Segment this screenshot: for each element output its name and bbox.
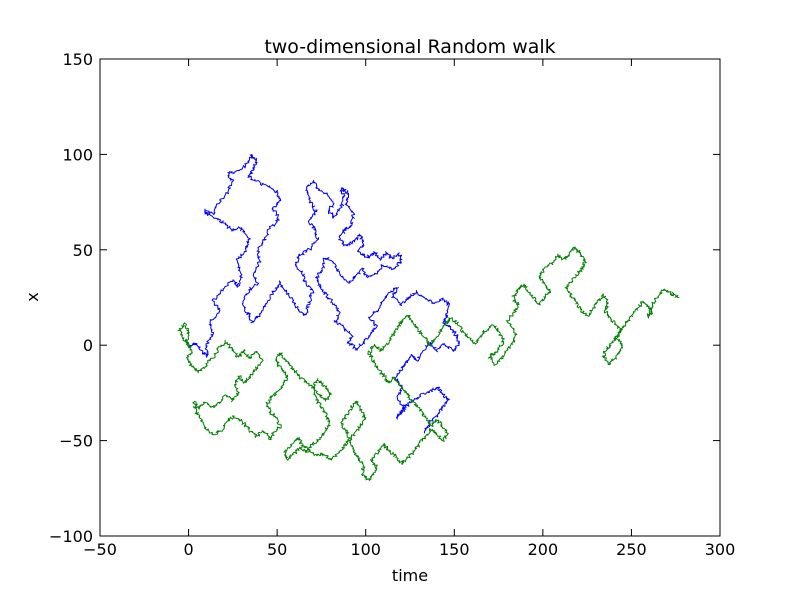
x-tick-label: 50 — [267, 540, 287, 559]
series-line-2 — [177, 246, 680, 481]
y-tick-label: −100 — [49, 527, 93, 546]
plot-frame — [99, 58, 721, 537]
y-tick-label: 50 — [73, 241, 93, 260]
y-tick-label: 0 — [83, 336, 93, 355]
x-tick-label: 0 — [183, 540, 193, 559]
y-tick-label: 150 — [62, 50, 93, 69]
x-tick-label: 200 — [528, 540, 559, 559]
x-tick-label: 100 — [350, 540, 381, 559]
series-line-1 — [188, 154, 460, 434]
y-tick-label: 100 — [62, 145, 93, 164]
series-layer — [177, 154, 680, 481]
chart-title: two-dimensional Random walk — [264, 36, 555, 58]
y-axis-label: x — [23, 292, 42, 301]
x-tick-label: −50 — [83, 540, 117, 559]
x-tick-label: 150 — [439, 540, 470, 559]
x-tick-label: 250 — [616, 540, 647, 559]
x-axis-label: time — [392, 566, 428, 585]
y-tick-label: −50 — [59, 432, 93, 451]
x-tick-label: 300 — [705, 540, 736, 559]
